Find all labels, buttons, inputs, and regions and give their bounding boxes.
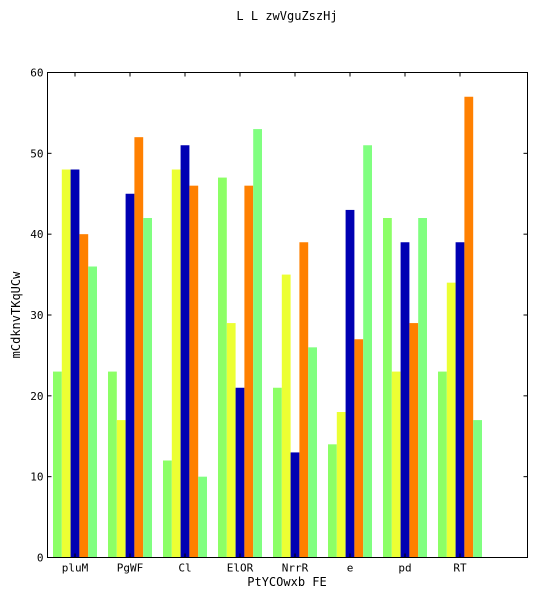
bar-NrrR-series-2 [281,274,291,558]
bar-NrrR-series-5 [308,347,317,558]
x-tick-label-NrrR: NrrR [282,562,309,575]
bar-e-series-5 [363,145,372,558]
bar-PgWF-series-5 [143,218,152,558]
bar-RT-series-4 [464,96,474,558]
x-tick-label-e: e [347,562,354,575]
bar-pd-series-2 [391,371,401,558]
x-tick-label-pluM: pluM [62,562,89,575]
bar-Cl-series-4 [189,185,199,558]
bar-pluM-series-1 [53,371,62,558]
bar-NrrR-series-3 [290,452,300,558]
bar-pluM-series-4 [79,234,89,558]
bar-ElOR-series-1 [218,177,227,558]
y-axis: 0 10 20 30 40 50 60 [30,67,528,565]
bar-e-series-3 [345,209,355,558]
bar-ElOR-series-3 [235,387,245,558]
bar-Cl-series-5 [198,476,207,558]
x-axis: pluM PgWF Cl ElOR NrrR e pd RT [62,72,467,575]
bar-PgWF-series-1 [108,371,117,558]
chart-title: L L zwVguZszHj [236,9,337,23]
bar-ElOR-series-2 [226,323,236,558]
bars-group [53,96,482,558]
x-axis-label: PtYCOwxb FE [247,575,326,589]
y-tick-label-30: 30 [30,309,43,322]
bar-PgWF-series-2 [116,420,126,558]
bar-RT-series-2 [446,282,456,558]
bar-pluM-series-3 [70,169,80,558]
x-tick-label-PgWF: PgWF [117,562,144,575]
bar-PgWF-series-3 [125,193,135,558]
bar-e-series-2 [336,412,346,558]
bar-Cl-series-1 [163,460,172,558]
bar-RT-series-5 [473,420,482,558]
x-tick-label-Cl: Cl [178,562,191,575]
bar-RT-series-3 [455,242,465,558]
bar-pd-series-4 [409,323,419,558]
bar-ElOR-series-4 [244,185,254,558]
bar-PgWF-series-4 [134,137,144,558]
y-tick-label-60: 60 [30,67,43,80]
y-tick-label-50: 50 [30,147,43,160]
x-tick-label-RT: RT [453,562,467,575]
y-tick-label-10: 10 [30,471,43,484]
bar-pd-series-3 [400,242,410,558]
bar-pluM-series-2 [61,169,71,558]
bar-NrrR-series-4 [299,242,309,558]
bar-pd-series-1 [383,218,392,558]
x-tick-label-ElOR: ElOR [227,562,254,575]
bar-Cl-series-3 [180,145,190,558]
y-axis-label: mCdknvTKqUCw [9,271,23,358]
x-tick-label-pd: pd [398,562,411,575]
bar-Cl-series-2 [171,169,181,558]
bar-e-series-1 [328,444,337,558]
y-tick-label-40: 40 [30,228,43,241]
bar-e-series-4 [354,339,364,558]
bar-pd-series-5 [418,218,427,558]
bar-pluM-series-5 [88,266,97,558]
bar-NrrR-series-1 [273,387,282,558]
y-tick-label-20: 20 [30,390,43,403]
bar-ElOR-series-5 [253,129,262,558]
bar-RT-series-1 [438,371,447,558]
y-tick-label-0: 0 [37,552,44,565]
